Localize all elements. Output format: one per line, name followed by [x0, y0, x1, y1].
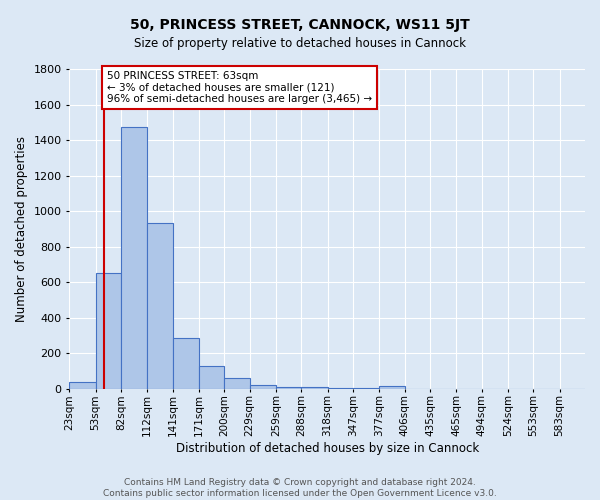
- Bar: [199, 366, 224, 389]
- Text: 50 PRINCESS STREET: 63sqm
← 3% of detached houses are smaller (121)
96% of semi-: 50 PRINCESS STREET: 63sqm ← 3% of detach…: [107, 71, 372, 104]
- Bar: [276, 386, 301, 389]
- X-axis label: Distribution of detached houses by size in Cannock: Distribution of detached houses by size …: [176, 442, 479, 455]
- Text: Contains HM Land Registry data © Crown copyright and database right 2024.
Contai: Contains HM Land Registry data © Crown c…: [103, 478, 497, 498]
- Bar: [95, 274, 121, 389]
- Bar: [301, 388, 328, 389]
- Bar: [173, 338, 199, 389]
- Text: 50, PRINCESS STREET, CANNOCK, WS11 5JT: 50, PRINCESS STREET, CANNOCK, WS11 5JT: [130, 18, 470, 32]
- Bar: [328, 388, 353, 389]
- Bar: [250, 385, 276, 389]
- Y-axis label: Number of detached properties: Number of detached properties: [15, 136, 28, 322]
- Bar: [353, 388, 379, 389]
- Text: Size of property relative to detached houses in Cannock: Size of property relative to detached ho…: [134, 38, 466, 51]
- Bar: [70, 382, 95, 389]
- Bar: [379, 386, 404, 389]
- Bar: [121, 126, 147, 389]
- Bar: [147, 222, 173, 389]
- Bar: [224, 378, 250, 389]
